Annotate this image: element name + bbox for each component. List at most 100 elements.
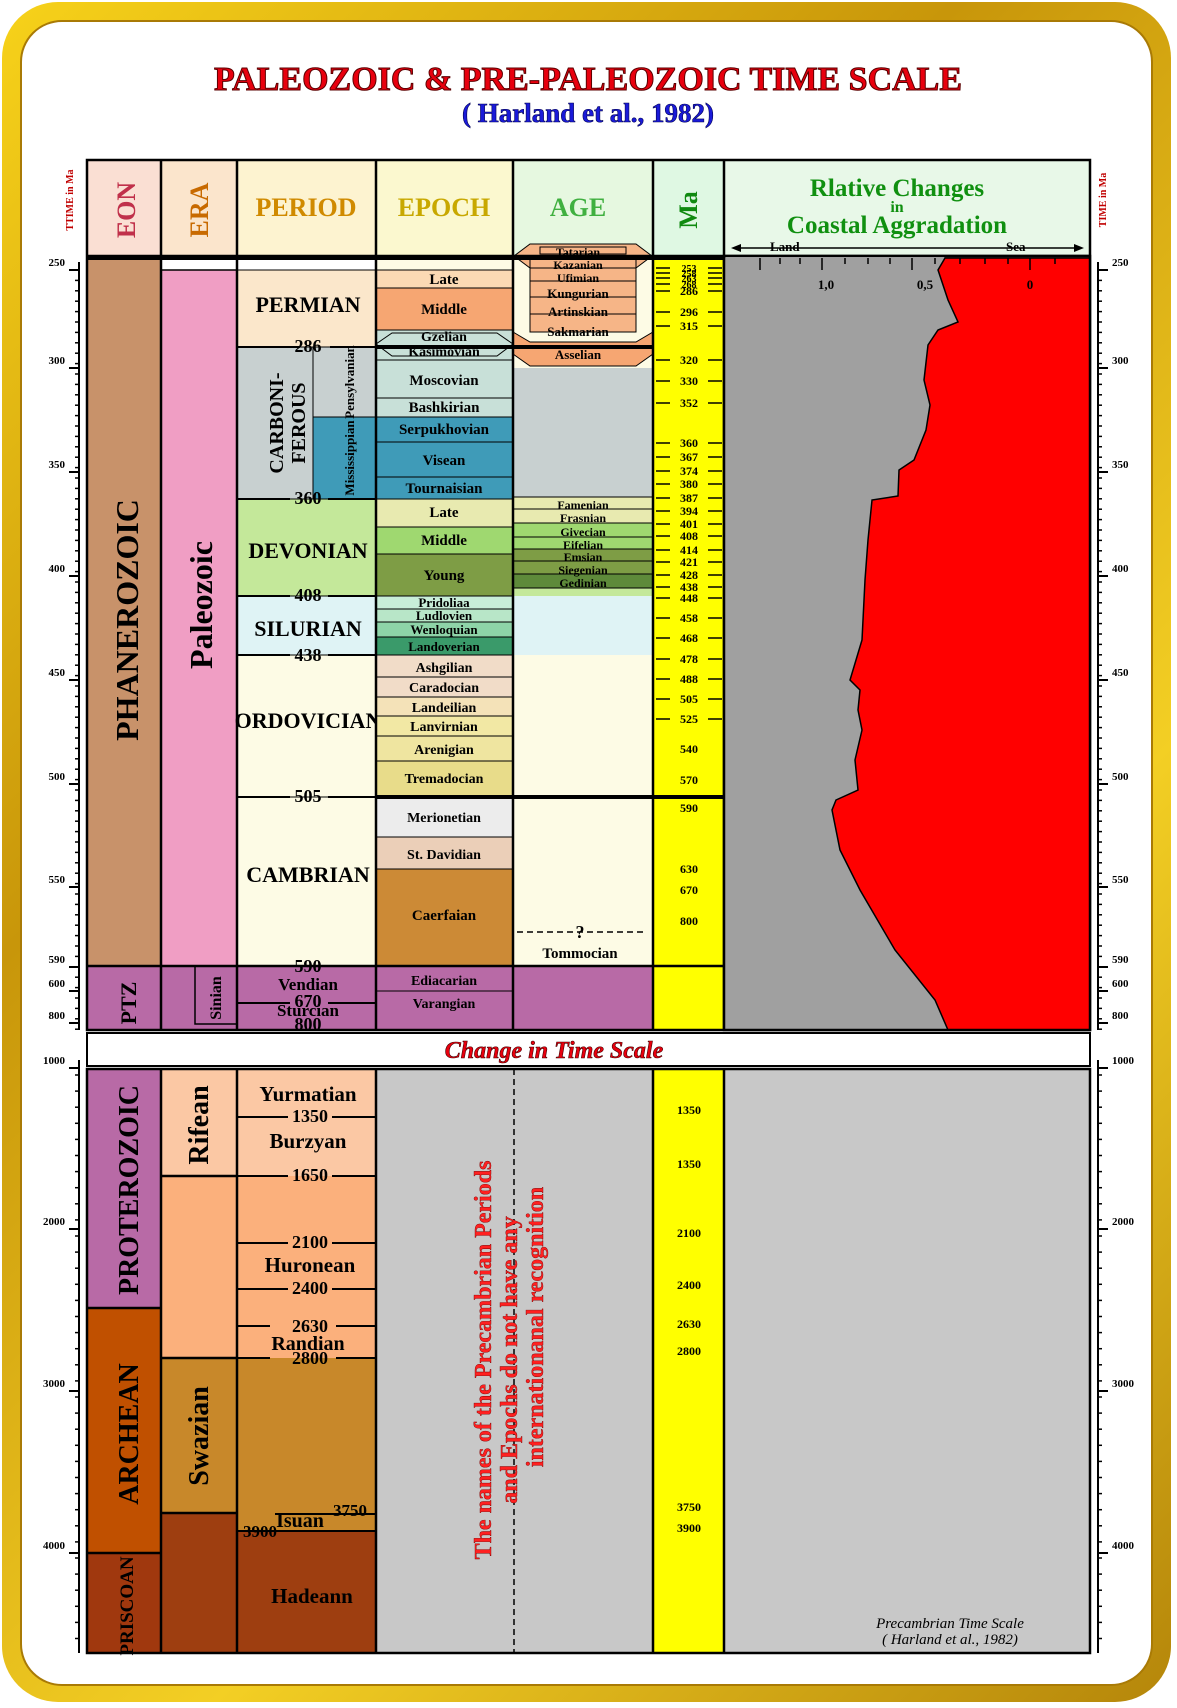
ma-label: 401 [680,517,698,531]
period-pennsylvanian: Pensylvanian [342,344,357,418]
ma-label: 458 [680,611,698,625]
epoch-merionetian: Merionetian [407,811,481,826]
ma-label: 448 [680,591,698,605]
axis-tick-label: 600 [49,978,66,990]
ma-label: 478 [680,652,698,666]
period-ma-1650: 1650 [292,1165,328,1185]
age-eifelian: Eifelian [563,538,603,552]
age-tommocian: Tommocian [542,946,618,962]
ma-label: 374 [680,464,698,478]
period-mississippian: Mississippian [342,420,357,496]
epoch-varangian: Varangian [413,997,476,1012]
epoch-ashgilian: Ashgilian [416,661,473,676]
period-sturcian: Sturcian [277,1001,340,1020]
label-land: Land [770,239,800,254]
header-age: AGE [550,193,606,222]
period-randian: Randian [271,1333,344,1355]
period-ma-438: 438 [295,645,322,665]
epoch-st-davidian: St. Davidian [407,848,481,863]
epoch-wenloquian: Wenloquian [410,622,478,637]
period-hadeann: Hadeann [271,1584,353,1608]
epoch-late-permian: Late [429,272,459,288]
ma-label: 590 [680,801,698,815]
period-carboniferous-2: FEROUS [288,382,310,463]
epoch-serpukhovian: Serpukhovian [399,422,490,438]
scale-1-0: 1,0 [818,277,834,292]
epoch-caradocian: Caradocian [409,681,479,696]
ma-label: 570 [680,773,698,787]
age-siegenian: Siegenian [558,563,608,577]
axis-tick-label: 500 [49,771,66,783]
era-swazian: Swazian [184,1386,215,1486]
title: PALEOZOIC & PRE-PALEOZOIC TIME SCALE [214,61,962,98]
period-vendian: Vendian [278,975,338,994]
age-question: ? [576,922,585,942]
period-permian: PERMIAN [255,292,360,317]
header-ma: Ma [674,191,703,229]
epoch-gzelian: Gzelian [421,330,467,345]
period-ma-2630: 2630 [292,1316,328,1336]
header-rel-3: Coastal Aggradation [787,212,1007,239]
footer-2: ( Harland et al., 1982) [882,1632,1018,1648]
ma-label: 670 [680,883,698,897]
epoch-bashkirian: Bashkirian [409,400,481,416]
axis-tick-label: 590 [1112,954,1129,966]
epoch-landoverian: Landoverian [408,639,480,654]
label-sea: Sea [1006,239,1026,254]
ma-label: 296 [680,305,698,319]
epoch-lanvirnian: Lanvirnian [410,720,478,735]
ma-label: 268 [682,280,697,291]
footer-1: Precambrian Time Scale [875,1616,1024,1632]
epoch-moscovian: Moscovian [409,373,479,389]
axis-tick-label: 1000 [43,1055,66,1067]
axis-tick-label: 2000 [1112,1216,1135,1228]
ma-label: 408 [680,529,698,543]
ma-label: 320 [680,353,698,367]
axis-tick-label: 1000 [1112,1055,1135,1067]
age-givecian: Givecian [560,525,606,539]
eon-priscoan: PRISCOAN [117,1556,138,1656]
eon-archean: ARCHEAN [114,1363,145,1505]
period-ma-286: 286 [295,336,322,356]
period-carboniferous-1: CARBONI- [266,372,288,473]
ma-label: 3750 [677,1500,701,1514]
epoch-caerfaian: Caerfaian [412,908,477,924]
ma-label: 367 [680,450,698,464]
axis-tick-label: 800 [49,1010,66,1022]
epoch-tremadocian: Tremadocian [405,772,484,787]
epoch-arenigian: Arenigian [414,743,474,758]
eon-ptz: PTZ [116,982,141,1025]
axis-tick-label: 250 [1112,257,1129,269]
period-ordovician: ORDOVICIAN [235,708,382,733]
ma-label: 525 [680,712,698,726]
period-ma-2400: 2400 [292,1278,328,1298]
scale-0-5: 0,5 [917,277,934,292]
age-frasnian: Frasnian [560,511,606,525]
period-ma-2800: 2800 [292,1348,328,1368]
period-huronean: Huronean [265,1253,356,1277]
period-ma-2100: 2100 [292,1232,328,1252]
axis-tick-label: 2000 [43,1216,66,1228]
epoch-late-devonian: Late [429,505,459,521]
epoch-ludlovien: Ludlovien [416,608,473,623]
note-line-3: internationanal recognition [523,1187,549,1467]
ma-label: 1350 [677,1157,701,1171]
header-rel-1: Rlative Changes [810,175,985,202]
axis-tick-label: 3000 [43,1378,66,1390]
ma-label: 1350 [677,1103,701,1117]
period-isuan: Isuan [276,1510,324,1532]
epoch-middle-devonian: Middle [421,533,467,549]
ma-label: 800 [680,914,698,928]
ma-label: 360 [680,436,698,450]
axis-title-left: TTIME in Ma [65,169,76,230]
ma-label: 253 [682,264,697,275]
ma-label: 394 [680,504,698,518]
age-ufimian: Ufimian [557,271,599,285]
epoch-landeilian: Landeilian [412,701,477,716]
axis-tick-label: 550 [1112,874,1129,886]
ma-label: 286 [680,284,698,298]
epoch-middle-permian: Middle [421,302,467,318]
ma-label: 630 [680,862,698,876]
scale-0: 0 [1027,277,1034,292]
epoch-young-devonian: Young [424,568,465,584]
